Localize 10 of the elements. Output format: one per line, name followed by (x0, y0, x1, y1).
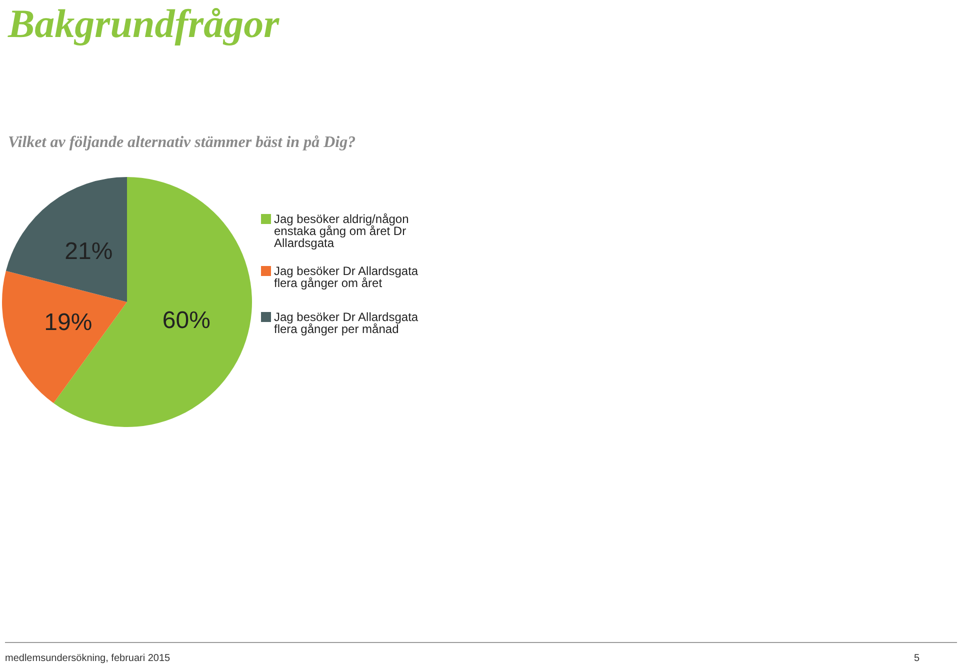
legend-label: Jag besöker Dr Allardsgata flera gånger om året (274, 264, 420, 290)
data-label: 60% (162, 306, 210, 334)
chart-title: Bakgrundfrågor (8, 0, 280, 47)
legend-label: Jag besöker aldrig/någon enstaka gång om året Dr Allardsgata (274, 212, 410, 250)
legend-label: Jag besöker Dr Allardsgata flera gånger per månad (274, 310, 420, 336)
data-label: 19% (44, 308, 92, 336)
text: 5 (914, 653, 920, 664)
text: medlemsundersökning, februari 2015 (5, 653, 170, 664)
data-label: 21% (64, 238, 113, 266)
chart-subtitle: Vilket av följande alternativ stämmer bäst in på Dig? (8, 134, 356, 152)
